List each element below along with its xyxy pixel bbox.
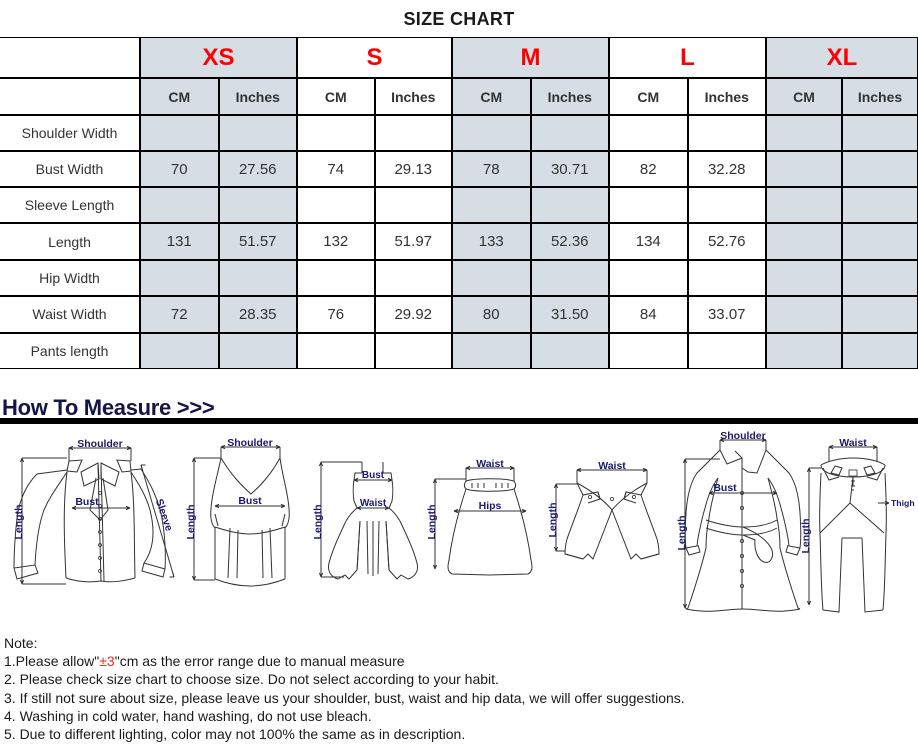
svg-text:Bust: Bust xyxy=(75,496,99,508)
svg-text:Shoulder: Shoulder xyxy=(77,438,123,450)
svg-text:Thigh: Thigh xyxy=(891,498,915,508)
svg-text:Length: Length xyxy=(312,505,324,540)
svg-text:Length: Length xyxy=(547,503,559,538)
svg-text:Waist: Waist xyxy=(598,460,626,472)
svg-text:Waist: Waist xyxy=(476,458,504,470)
svg-text:Length: Length xyxy=(426,505,438,540)
svg-text:Length: Length xyxy=(800,519,812,554)
svg-text:Length: Length xyxy=(13,505,25,540)
svg-text:Shoulder: Shoulder xyxy=(720,430,766,442)
svg-text:Bust: Bust xyxy=(238,495,262,507)
svg-text:Waist: Waist xyxy=(839,437,867,449)
svg-text:Bust: Bust xyxy=(713,482,737,494)
svg-text:Hips: Hips xyxy=(479,500,502,512)
svg-text:Waist: Waist xyxy=(360,498,387,509)
svg-text:Length: Length xyxy=(185,505,197,540)
svg-text:Bust: Bust xyxy=(362,470,385,481)
svg-text:Shoulder: Shoulder xyxy=(227,437,273,449)
svg-text:Length: Length xyxy=(676,516,688,551)
